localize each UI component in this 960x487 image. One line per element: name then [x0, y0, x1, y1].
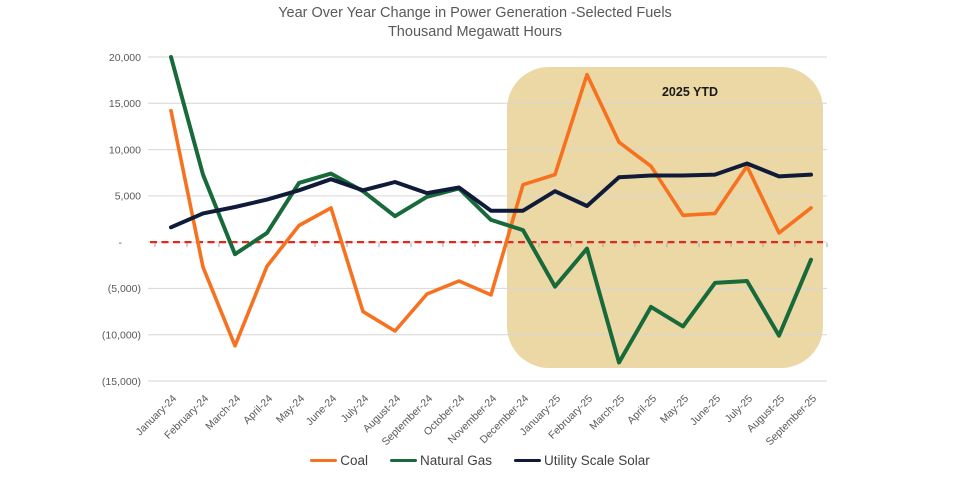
y-axis-label: 10,000 [109, 144, 141, 156]
utility-scale-solar-line-swatch [514, 458, 541, 463]
coal-line-swatch [310, 458, 338, 463]
legend-label-utility-scale-solar: Utility Scale Solar [544, 453, 650, 468]
chart-subtitle: Thousand Megawatt Hours [387, 24, 563, 40]
highlight-region-2025-ytd [507, 67, 823, 368]
legend-item-coal: Coal [310, 453, 368, 468]
legend-label-coal: Coal [340, 453, 368, 468]
legend-item-natural-gas: Natural Gas [389, 453, 492, 468]
legend-label-natural-gas: Natural Gas [419, 453, 492, 468]
ytd-annotation: 2025 YTD [661, 85, 719, 99]
series-line-coal [169, 72, 813, 348]
x-axis-label: May-24 [274, 393, 307, 426]
y-axis-label: (10,000) [102, 330, 141, 342]
legend-item-utility-scale-solar: Utility Scale Solar [514, 453, 650, 468]
series-line-natural-gas [169, 55, 813, 365]
x-axis-label: May-25 [658, 393, 691, 426]
y-axis-label: (5,000) [108, 283, 141, 295]
x-axis-label: June-25 [688, 393, 723, 428]
natural-gas-line-swatch [389, 458, 417, 463]
x-axis-label: March-24 [203, 393, 243, 433]
y-axis-label: 20,000 [109, 52, 141, 64]
chart-legend: Coal Natural Gas Utility Scale Solar [0, 453, 960, 468]
y-axis-label: (15,000) [102, 376, 141, 388]
x-axis-label: April-24 [241, 393, 275, 427]
x-axis-label: April-25 [625, 393, 659, 427]
series-line-utility-scale-solar [169, 161, 813, 230]
chart-title: Year Over Year Change in Power Generatio… [278, 5, 672, 21]
y-axis-label: - [119, 237, 123, 249]
x-axis-label: March-25 [587, 393, 627, 433]
y-axis-label: 5,000 [115, 191, 141, 203]
y-axis-label: 15,000 [109, 98, 141, 110]
x-axis-label: June-24 [304, 393, 339, 428]
